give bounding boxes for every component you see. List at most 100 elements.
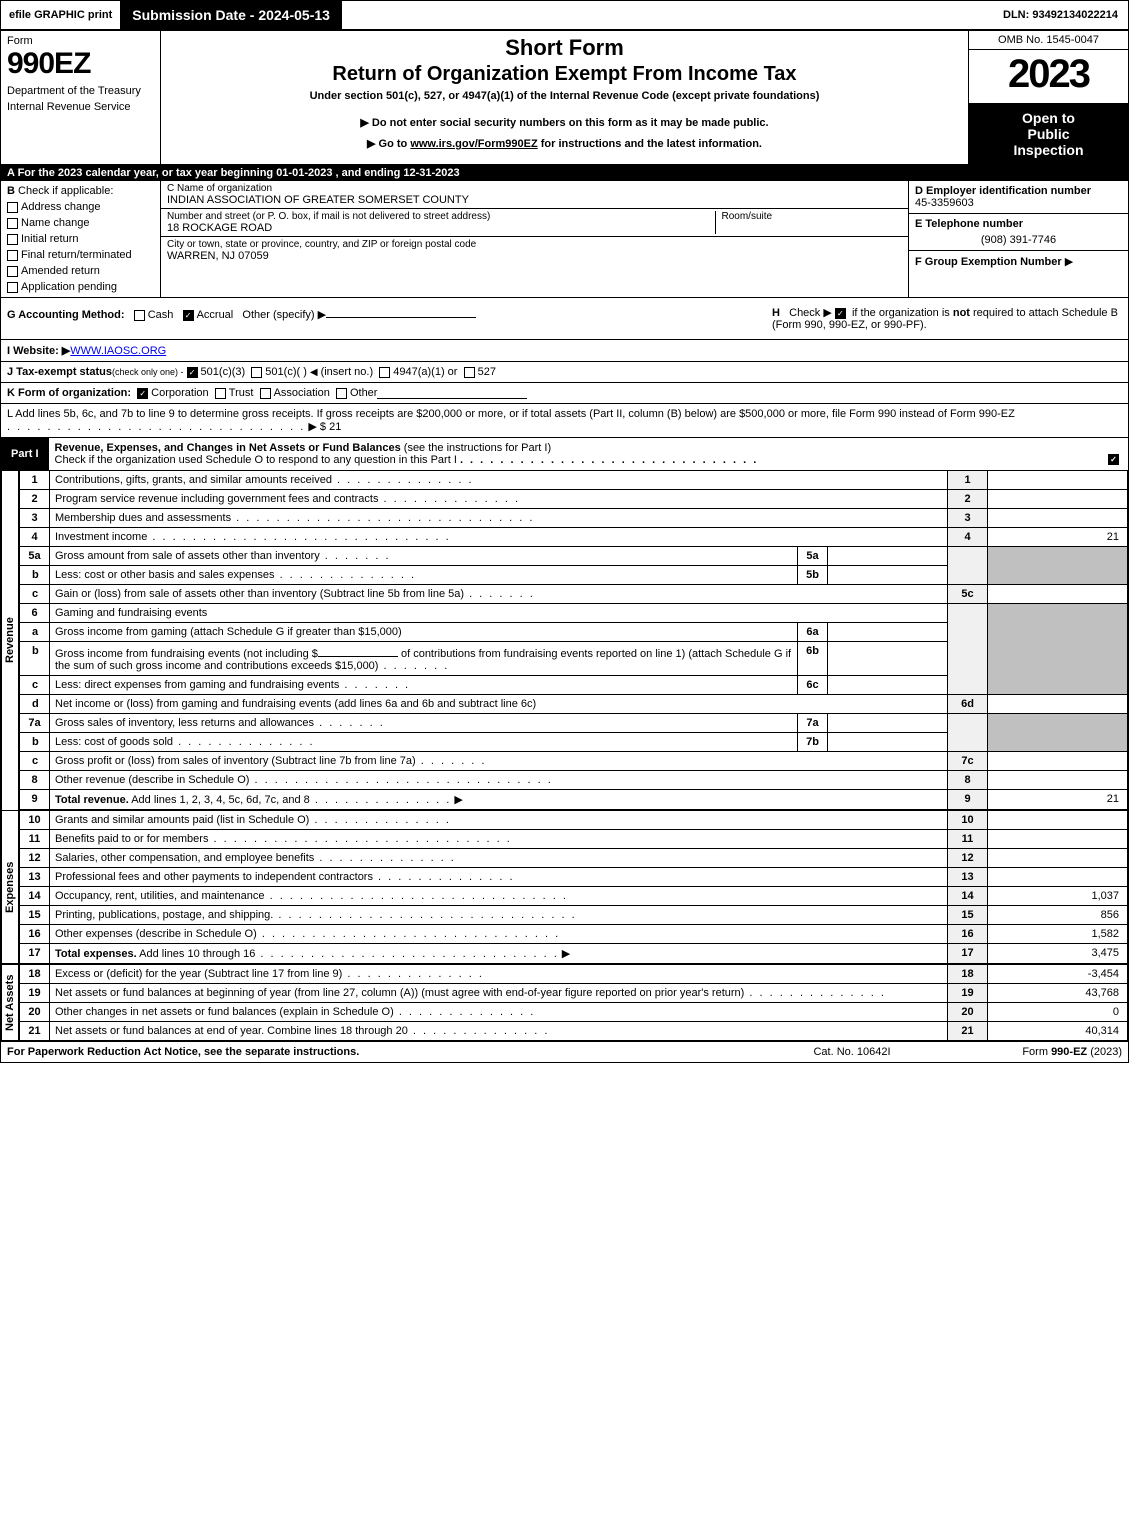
part1-title: Revenue, Expenses, and Changes in Net As… (55, 442, 401, 454)
chk-corp[interactable] (137, 388, 148, 399)
c-label: C Name of organization (167, 183, 902, 194)
chk-application-pending[interactable]: Application pending (7, 281, 154, 293)
table-row: 11Benefits paid to or for members11 (20, 830, 1128, 849)
line-a: A For the 2023 calendar year, or tax yea… (1, 165, 1128, 181)
table-row: dNet income or (loss) from gaming and fu… (20, 695, 1128, 714)
footer-right-post: (2023) (1087, 1046, 1122, 1058)
table-row: 4Investment income421 (20, 528, 1128, 547)
chk-trust[interactable] (215, 388, 226, 399)
l7c: Gross profit or (loss) from sales of inv… (55, 755, 416, 767)
table-row: 6Gaming and fundraising events (20, 604, 1128, 623)
v19: 43,768 (988, 984, 1128, 1003)
box-f: F Group Exemption Number ▶ (909, 251, 1128, 272)
l6: Gaming and fundraising events (55, 607, 207, 619)
checkbox-icon[interactable] (7, 234, 18, 245)
h-not: not (953, 307, 970, 319)
spacer (342, 11, 995, 19)
l6b-p1: Gross income from fundraising events (no… (55, 648, 318, 660)
chk-label: Address change (21, 201, 101, 213)
efile-print-label[interactable]: efile GRAPHIC print (1, 5, 120, 25)
table-row: 12Salaries, other compensation, and empl… (20, 849, 1128, 868)
dept-line2: Internal Revenue Service (7, 101, 154, 113)
j-opt2-post: (insert no.) (321, 366, 374, 378)
v3 (988, 509, 1128, 528)
j-small: (check only one) - (112, 367, 184, 377)
k-other: Other (350, 387, 378, 399)
chk-527[interactable] (464, 367, 475, 378)
chk-initial-return[interactable]: Initial return (7, 233, 154, 245)
box-d: D Employer identification number 45-3359… (909, 181, 1128, 214)
fill[interactable] (318, 645, 398, 657)
chk-final-return[interactable]: Final return/terminated (7, 249, 154, 261)
v4: 21 (988, 528, 1128, 547)
l-amt-pre: ▶ $ (308, 421, 326, 433)
chk-4947[interactable] (379, 367, 390, 378)
chk-cash[interactable] (134, 310, 145, 321)
street-val: 18 ROCKAGE ROAD (167, 222, 709, 234)
h-pre: H (772, 307, 780, 319)
v1 (988, 471, 1128, 490)
chk-assoc[interactable] (260, 388, 271, 399)
part1-paren: (see the instructions for Part I) (404, 442, 551, 454)
v14: 1,037 (988, 887, 1128, 906)
revenue-table: 1Contributions, gifts, grants, and simil… (19, 470, 1128, 810)
title-return: Return of Organization Exempt From Incom… (167, 63, 962, 86)
chk-address-change[interactable]: Address change (7, 201, 154, 213)
checkbox-icon[interactable] (7, 250, 18, 261)
subtitle-goto: ▶ Go to www.irs.gov/Form990EZ for instru… (167, 137, 962, 150)
net-assets-table: 18Excess or (deficit) for the year (Subt… (19, 964, 1128, 1041)
open-to-public: Open to Public Inspection (969, 104, 1128, 164)
l21: Net assets or fund balances at end of ye… (55, 1025, 408, 1037)
f-arrow: ▶ (1065, 256, 1073, 268)
chk-accrual[interactable] (183, 310, 194, 321)
l19: Net assets or fund balances at beginning… (55, 987, 744, 999)
city-label: City or town, state or province, country… (167, 239, 902, 250)
l5a: Gross amount from sale of assets other t… (55, 550, 320, 562)
table-row: 14Occupancy, rent, utilities, and mainte… (20, 887, 1128, 906)
org-name-row: C Name of organization INDIAN ASSOCIATIO… (161, 181, 908, 209)
subtitle-ssn: ▶ Do not enter social security numbers o… (167, 116, 962, 129)
checkbox-icon[interactable] (7, 266, 18, 277)
checkbox-icon[interactable] (7, 282, 18, 293)
inspect-3: Inspection (973, 142, 1124, 158)
checkbox-icon[interactable] (7, 218, 18, 229)
chk-501c[interactable] (251, 367, 262, 378)
part1-tag: Part I (1, 444, 49, 464)
chk-schedule-o[interactable] (1108, 454, 1119, 465)
l14: Occupancy, rent, utilities, and maintena… (55, 890, 265, 902)
part1-title-wrap: Revenue, Expenses, and Changes in Net As… (49, 438, 1128, 470)
k-other-fill[interactable] (377, 387, 527, 399)
v2 (988, 490, 1128, 509)
dots (7, 421, 305, 433)
chk-amended-return[interactable]: Amended return (7, 265, 154, 277)
j-opt4: 527 (478, 366, 496, 378)
l3: Membership dues and assessments (55, 512, 231, 524)
chk-name-change[interactable]: Name change (7, 217, 154, 229)
g-other: Other (specify) ▶ (242, 309, 326, 321)
website-link[interactable]: WWW.IAOSC.ORG (70, 345, 166, 357)
chk-501c3[interactable] (187, 367, 198, 378)
street-row: Number and street (or P. O. box, if mail… (161, 209, 908, 237)
l17-bold: Total expenses. (55, 948, 137, 960)
chk-other[interactable] (336, 388, 347, 399)
l8: Other revenue (describe in Schedule O) (55, 774, 249, 786)
chk-h[interactable] (835, 308, 846, 319)
section-def: D Employer identification number 45-3359… (908, 181, 1128, 297)
g-cash: Cash (148, 309, 174, 321)
l17: Add lines 10 through 16 (139, 948, 255, 960)
section-b-to-f: B Check if applicable: Address change Na… (1, 181, 1128, 298)
table-row: 10Grants and similar amounts paid (list … (20, 811, 1128, 830)
revenue-side-label: Revenue (1, 470, 19, 810)
l6d: Net income or (loss) from gaming and fun… (55, 698, 536, 710)
l9: Add lines 1, 2, 3, 4, 5c, 6d, 7c, and 8 (131, 794, 310, 806)
other-fill[interactable] (326, 306, 476, 318)
line-k: K Form of organization: Corporation Trus… (1, 383, 1128, 404)
irs-link[interactable]: www.irs.gov/Form990EZ (410, 138, 537, 150)
table-row: 7aGross sales of inventory, less returns… (20, 714, 1128, 733)
b-check-label: Check if applicable: (18, 185, 113, 197)
l20: Other changes in net assets or fund bala… (55, 1006, 394, 1018)
g-pre: G Accounting Method: (7, 309, 125, 321)
table-row: 8Other revenue (describe in Schedule O)8 (20, 771, 1128, 790)
footer-left: For Paperwork Reduction Act Notice, see … (7, 1046, 762, 1058)
checkbox-icon[interactable] (7, 202, 18, 213)
